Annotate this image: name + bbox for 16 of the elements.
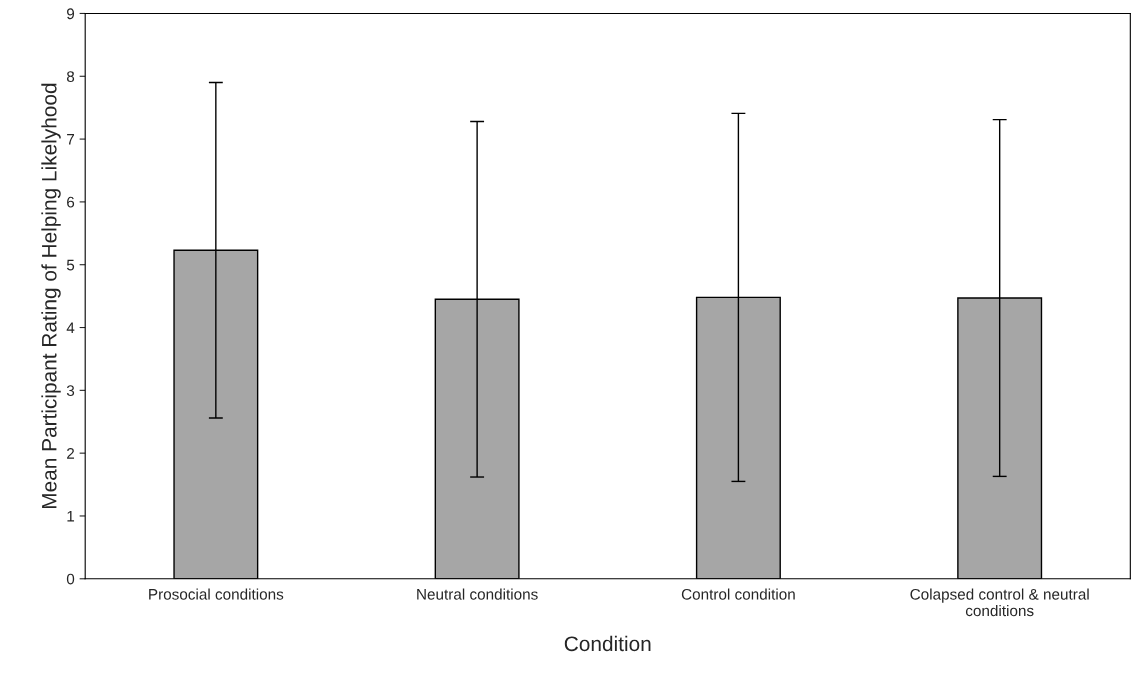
y-tick-label: 2 <box>67 448 75 459</box>
y-axis-title: Mean Participant Rating of Helping Likelyhood <box>41 83 61 509</box>
x-tick-label: Neutral conditions <box>417 588 538 600</box>
x-tick-label: Prosocial conditions <box>149 588 284 600</box>
y-tick-label: 1 <box>67 510 75 522</box>
y-tick-label: 0 <box>66 573 75 585</box>
y-tick-label: 5 <box>66 259 75 271</box>
x-axis-title: Condition <box>564 635 651 652</box>
y-tick-label: 4 <box>66 322 75 334</box>
y-tick-label: 7 <box>67 134 75 145</box>
y-tick-label: 9 <box>67 8 75 20</box>
y-tick-label: 3 <box>66 385 75 397</box>
y-tick-label: 6 <box>67 196 75 208</box>
x-tick-label: Control condition <box>681 588 795 600</box>
y-tick-label: 8 <box>66 71 75 82</box>
x-tick-label: Colapsed control & neutral conditions <box>910 588 1089 617</box>
